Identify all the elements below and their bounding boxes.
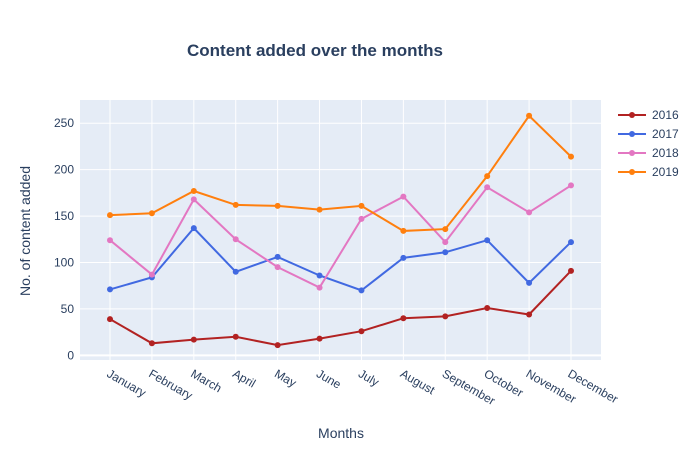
legend[interactable]: 2016 2017 2018 2019	[618, 108, 679, 179]
series-2018	[107, 182, 574, 291]
data-point	[526, 112, 533, 119]
data-point	[316, 272, 323, 279]
y-tick-label: 150	[54, 209, 74, 223]
legend-item[interactable]: 2016	[618, 108, 679, 122]
data-point	[190, 188, 197, 194]
data-point	[232, 268, 239, 275]
data-point	[400, 254, 407, 261]
series-lines	[107, 112, 574, 349]
data-point	[358, 287, 365, 294]
data-point	[442, 239, 449, 246]
series-line	[109, 270, 572, 347]
y-tick-label: 100	[54, 256, 74, 270]
data-point	[400, 227, 407, 234]
legend-item[interactable]: 2019	[618, 165, 679, 179]
data-point	[274, 342, 281, 349]
data-point	[568, 182, 574, 189]
legend-label: 2017	[652, 127, 679, 141]
data-point	[442, 226, 449, 233]
series-2019	[107, 112, 574, 234]
y-tick-label: 0	[67, 348, 74, 362]
data-point	[526, 279, 533, 286]
series-line	[109, 184, 572, 289]
data-point	[107, 212, 113, 219]
data-point	[190, 196, 197, 203]
legend-item[interactable]: 2018	[618, 146, 679, 160]
data-point	[526, 209, 533, 216]
data-point	[107, 316, 113, 323]
data-point	[568, 153, 574, 160]
data-point	[442, 313, 449, 320]
legend-item[interactable]: 2017	[618, 127, 679, 141]
data-point	[484, 237, 491, 244]
legend-swatch-marker	[629, 112, 635, 118]
data-point	[400, 193, 407, 200]
data-point	[316, 335, 323, 342]
data-point	[358, 328, 365, 335]
data-point	[358, 215, 365, 222]
series-2016	[107, 267, 574, 349]
x-axis-title: Months	[318, 425, 364, 441]
data-point	[484, 184, 491, 191]
data-point	[484, 305, 491, 311]
legend-label: 2016	[652, 108, 679, 122]
data-point	[107, 237, 113, 244]
data-point	[232, 201, 239, 208]
y-tick-label: 50	[61, 302, 75, 316]
data-point	[232, 236, 239, 243]
series-line	[109, 114, 572, 232]
data-point	[148, 271, 155, 278]
data-point	[274, 202, 281, 209]
data-point	[568, 239, 574, 246]
data-point	[274, 264, 281, 271]
data-point	[190, 336, 197, 343]
data-point	[568, 267, 574, 274]
legend-swatch-marker	[629, 150, 635, 156]
data-point	[442, 249, 449, 256]
y-tick-label: 200	[54, 163, 74, 177]
data-point	[107, 286, 113, 293]
legend-label: 2018	[652, 146, 679, 160]
data-point	[190, 225, 197, 232]
series-line	[109, 226, 572, 292]
data-point	[484, 173, 491, 180]
data-point	[526, 311, 533, 318]
data-point	[148, 210, 155, 217]
chart-title: Content added over the months	[187, 41, 443, 60]
data-point	[316, 284, 323, 291]
legend-label: 2019	[652, 165, 679, 179]
data-point	[358, 202, 365, 209]
y-tick-label: 250	[54, 116, 74, 130]
data-point	[316, 206, 323, 213]
data-point	[274, 253, 281, 260]
data-point	[400, 315, 407, 322]
data-point	[232, 333, 239, 340]
legend-swatch-marker	[629, 131, 635, 137]
plot-area	[80, 100, 601, 360]
y-axis-title: No. of content added	[17, 166, 33, 296]
data-point	[148, 340, 155, 347]
legend-swatch-marker	[629, 169, 635, 175]
